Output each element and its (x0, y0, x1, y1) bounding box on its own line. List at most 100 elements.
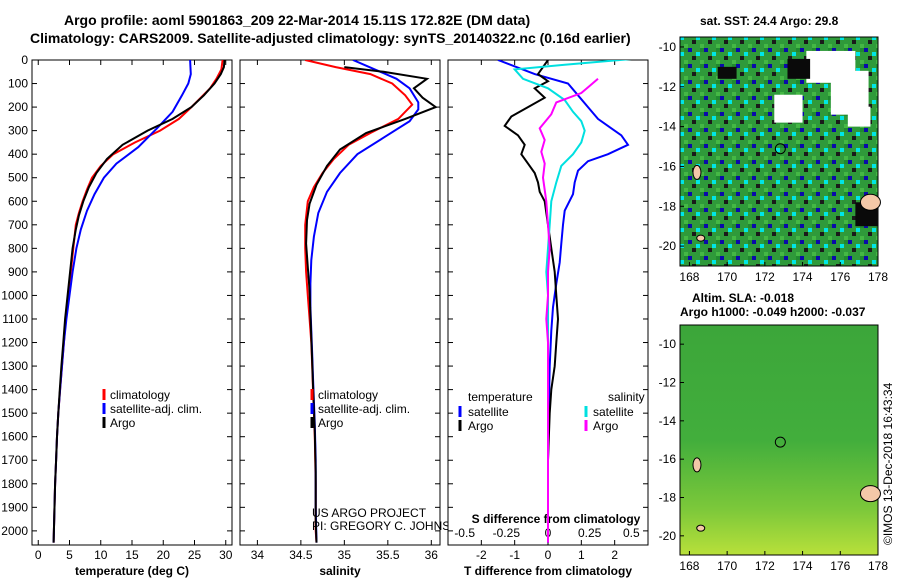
map-y-tick-label: -10 (659, 40, 677, 54)
series-line-4 (538, 78, 599, 543)
x-tick-label: -1 (509, 548, 520, 562)
island-land (696, 234, 706, 242)
sla-map-subtitle: Argo h1000: -0.049 h2000: -0.037 (680, 305, 866, 319)
series-line-3 (52, 60, 226, 543)
y-tick-label: 1800 (1, 477, 28, 491)
map-x-tick-label: 176 (830, 270, 850, 284)
argo-float-marker (774, 143, 786, 155)
x-tick-label: 34 (251, 548, 265, 562)
x-tick-label: -2 (476, 548, 487, 562)
cloud-patch (787, 58, 811, 79)
map-x-tick-label: 176 (830, 559, 850, 573)
panel-frame (31, 59, 233, 546)
x-tick-label: 1 (578, 548, 585, 562)
y-tick-label: 1100 (2, 312, 28, 326)
x-tick-label: 36 (425, 548, 439, 562)
island-land (692, 164, 702, 180)
map-y-tick-label: -12 (659, 80, 677, 94)
map-x-tick-label: 174 (793, 559, 813, 573)
x-tick-label: 25 (188, 548, 202, 562)
island-land (859, 193, 881, 211)
x-tick-label: 0 (545, 548, 552, 562)
map-y-tick-label: -16 (659, 159, 677, 173)
map-x-tick-label: 172 (755, 270, 775, 284)
map-y-tick-label: -16 (659, 452, 677, 466)
y-tick-label: 500 (8, 171, 28, 185)
y-tick-label: 800 (8, 241, 28, 255)
y-tick-label: 1700 (1, 453, 28, 467)
x2-tick-label: 0.5 (623, 526, 640, 540)
map-x-tick-label: 170 (717, 559, 737, 573)
map-x-tick-label: 178 (868, 559, 888, 573)
profile-panel-3: -2 -1 0 1 2 T difference from climatology -0.5… (447, 59, 649, 578)
map-field (679, 324, 879, 556)
map-y-tick-label: -12 (659, 376, 677, 390)
legend-title-temperature: temperature (468, 390, 533, 404)
series-line-1 (497, 60, 630, 543)
argo-float-marker (774, 436, 786, 448)
y-tick-label: 1500 (1, 406, 28, 420)
legend-label: satellite-adj. clim. (318, 402, 410, 416)
island-land (692, 457, 702, 473)
x-tick-label: 34.5 (289, 548, 313, 562)
y-tick-label: 1600 (1, 430, 28, 444)
map-y-tick-label: -14 (659, 120, 677, 134)
y-tick-label: 200 (8, 100, 28, 114)
x-tick-label: 30 (219, 548, 233, 562)
sla-map: 168 170 172 174 176 178 -10 -12 -14 -16 -18 -20 (659, 324, 888, 573)
sst-map-title: sat. SST: 24.4 Argo: 29.8 (700, 14, 839, 28)
y-tick-label: 1900 (1, 500, 28, 514)
legend-label: Argo (593, 419, 619, 433)
legend-label: Argo (318, 416, 344, 430)
legend-label: Argo (110, 416, 136, 430)
x-tick-label: 15 (125, 548, 139, 562)
panel-frame (239, 59, 441, 546)
map-x-tick-label: 172 (755, 559, 775, 573)
x-tick-label: 2 (611, 548, 618, 562)
y-tick-label: 1200 (1, 336, 28, 350)
series-line-3 (305, 66, 438, 543)
y-tick-label: 1000 (1, 288, 28, 302)
y-tick-label: 2000 (1, 524, 28, 538)
project-annotation: US ARGO PROJECT (312, 506, 427, 520)
y-tick-label: 900 (8, 265, 28, 279)
x-axis-label: T difference from climatology (464, 564, 632, 578)
profile-panel-2: 34 34.5 35 35.5 36 salinity climatologysatelli… (239, 59, 468, 578)
sla-map-title: Altim. SLA: -0.018 (692, 291, 795, 305)
x-tick-label: 10 (94, 548, 108, 562)
y-tick-label: 0 (21, 53, 28, 67)
x2-tick-label: -0.25 (493, 526, 521, 540)
x-tick-label: 5 (66, 548, 73, 562)
x-tick-label: 35 (338, 548, 352, 562)
map-y-tick-label: -10 (659, 337, 677, 351)
island-land (696, 524, 706, 532)
map-x-tick-label: 168 (679, 270, 699, 284)
map-y-tick-label: -20 (659, 529, 677, 543)
sst-map: 168 170 172 174 176 178 -10 -12 -14 -16 -18 -20 (659, 36, 888, 284)
legend-label: climatology (110, 388, 170, 402)
profile-panel-1: 0100200300400500600700800900100011001200… (1, 53, 232, 578)
legend-title-salinity: salinity (608, 390, 645, 404)
map-x-tick-label: 174 (793, 270, 813, 284)
pi-annotation: PI: GREGORY C. JOHNSON (312, 519, 468, 533)
legend-label: climatology (318, 388, 378, 402)
x2-tick-label: -0.5 (454, 526, 475, 540)
no-data-patch (774, 94, 803, 123)
y-tick-label: 700 (8, 218, 28, 232)
y-tick-label: 400 (8, 147, 28, 161)
map-x-tick-label: 178 (868, 270, 888, 284)
map-y-tick-label: -18 (659, 491, 677, 505)
no-data-patch (847, 106, 871, 127)
climatology-title: Climatology: CARS2009. Satellite-adjuste… (30, 30, 631, 46)
cloud-patch (717, 66, 737, 79)
x-axis-label: temperature (deg C) (75, 564, 189, 578)
series-line-2 (503, 60, 560, 543)
legend-label: satellite (468, 405, 509, 419)
legend-label: satellite (593, 405, 634, 419)
map-x-tick-label: 168 (679, 559, 699, 573)
x-tick-label: 35.5 (376, 548, 400, 562)
map-x-tick-label: 170 (717, 270, 737, 284)
legend-label: Argo (468, 419, 494, 433)
y-tick-label: 100 (8, 77, 28, 91)
